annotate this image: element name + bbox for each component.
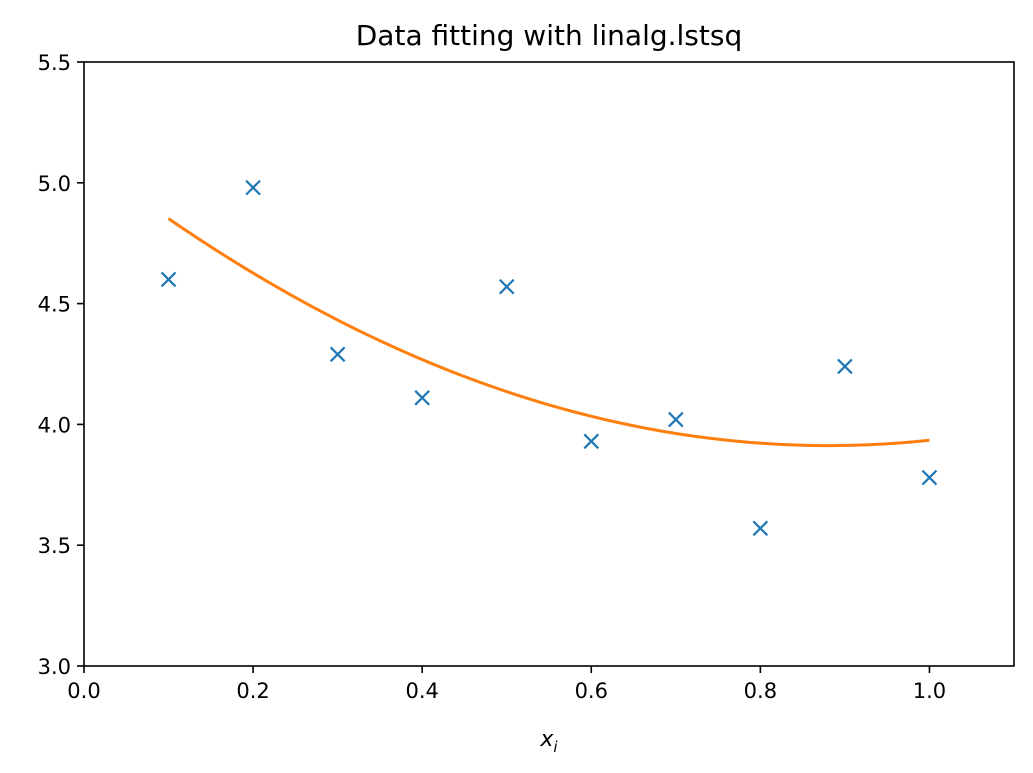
data-point-stroke: [414, 390, 430, 406]
data-point: [498, 278, 515, 295]
chart-title: Data fitting with linalg.lstsq: [356, 19, 742, 52]
x-tick-label: 1.0: [913, 679, 946, 703]
data-point: [752, 520, 769, 537]
data-point-stroke: [752, 520, 769, 537]
data-point-stroke: [837, 358, 853, 375]
data-point-stroke: [668, 411, 684, 428]
fit-line: [167, 217, 930, 448]
data-point-stroke: [245, 179, 261, 196]
x-axis-label: xi: [539, 727, 558, 756]
axes: 0.0 0.2 0.4 0.6 0.8 1.0 3.0 3.5 4.0 4.5 5.0 5.5: [38, 51, 1015, 703]
data-point: [329, 346, 346, 363]
x-tick-label: 0.4: [405, 679, 438, 703]
x-tick-label: 0.2: [236, 679, 269, 703]
data-point-stroke: [921, 469, 938, 486]
data-point-stroke: [329, 346, 346, 363]
data-point: [160, 271, 177, 288]
data-point: [921, 469, 938, 486]
data-point: [668, 411, 684, 428]
data-point-stroke: [498, 278, 515, 295]
data-point: [837, 358, 853, 375]
data-point-stroke: [160, 271, 177, 288]
data-point-stroke: [583, 433, 600, 450]
x-tick-label: 0.6: [575, 679, 608, 703]
plot-frame: [83, 61, 1015, 667]
y-tick-label: 4.0: [38, 413, 71, 437]
data-point: [414, 390, 430, 406]
y-tick-label: 3.0: [38, 655, 71, 679]
y-tick-label: 4.5: [38, 293, 71, 317]
y-tick-label: 5.5: [38, 51, 71, 75]
x-tick-label: 0.8: [744, 679, 777, 703]
data-point: [583, 433, 600, 450]
x-tick-label: 0.0: [67, 679, 100, 703]
data-point: [245, 179, 261, 196]
x-axis-label-text: x: [539, 727, 554, 752]
y-tick-label: 5.0: [38, 172, 71, 196]
x-axis-label-subscript: i: [553, 738, 558, 756]
plot-area: [160, 179, 938, 537]
y-tick-label: 3.5: [38, 534, 71, 558]
